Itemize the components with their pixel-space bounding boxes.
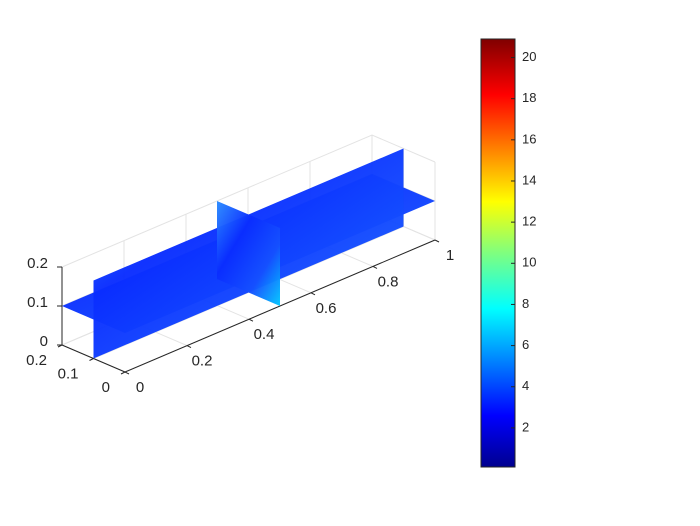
x-tick-label: 0.2 bbox=[192, 353, 213, 370]
z-tick-label: 0.2 bbox=[27, 255, 48, 272]
grid-line bbox=[61, 134, 436, 268]
colorbar-tick-label: 2 bbox=[522, 419, 529, 434]
y-tick bbox=[120, 371, 126, 375]
y-tick-label: 0.1 bbox=[58, 365, 79, 382]
z-tick-label: 0 bbox=[40, 333, 48, 350]
y-tick-label: 0.2 bbox=[26, 352, 47, 369]
colorbar-tick-label: 20 bbox=[522, 49, 536, 64]
colorbar-tick-label: 8 bbox=[522, 296, 529, 311]
colorbar: 2 4 6 8 10 12 14 16 18 20 bbox=[480, 38, 536, 468]
x-tick bbox=[372, 265, 378, 269]
colorbar-tick-label: 16 bbox=[522, 131, 536, 146]
z-tick-label: 0.1 bbox=[27, 294, 48, 311]
axes: 0 0.2 0.4 0.6 0.8 1 0 0.1 0.2 0 0.1 0.2 bbox=[26, 134, 454, 396]
y-tick bbox=[89, 358, 94, 361]
x-tick-label: 0 bbox=[136, 379, 144, 396]
x-tick-label: 0.8 bbox=[378, 273, 399, 290]
x-tick bbox=[248, 318, 254, 322]
colorbar-tick-label: 18 bbox=[522, 90, 536, 105]
x-tick bbox=[310, 292, 316, 296]
x-tick bbox=[124, 371, 130, 375]
x-tick-label: 0.4 bbox=[254, 326, 275, 343]
colorbar-tick-label: 4 bbox=[522, 378, 529, 393]
x-tick bbox=[186, 345, 192, 349]
colorbar-scale bbox=[480, 38, 516, 468]
colorbar-tick-label: 12 bbox=[522, 214, 536, 229]
colorbar-tick-label: 6 bbox=[522, 337, 529, 352]
colorbar-tick-label: 10 bbox=[522, 255, 536, 270]
colorbar-tick-label: 14 bbox=[522, 172, 536, 187]
y-tick-label: 0 bbox=[102, 379, 110, 396]
slice-x bbox=[217, 201, 280, 306]
x-tick-label: 1 bbox=[446, 247, 454, 264]
x-tick bbox=[434, 239, 440, 243]
x-tick-label: 0.6 bbox=[316, 300, 337, 317]
